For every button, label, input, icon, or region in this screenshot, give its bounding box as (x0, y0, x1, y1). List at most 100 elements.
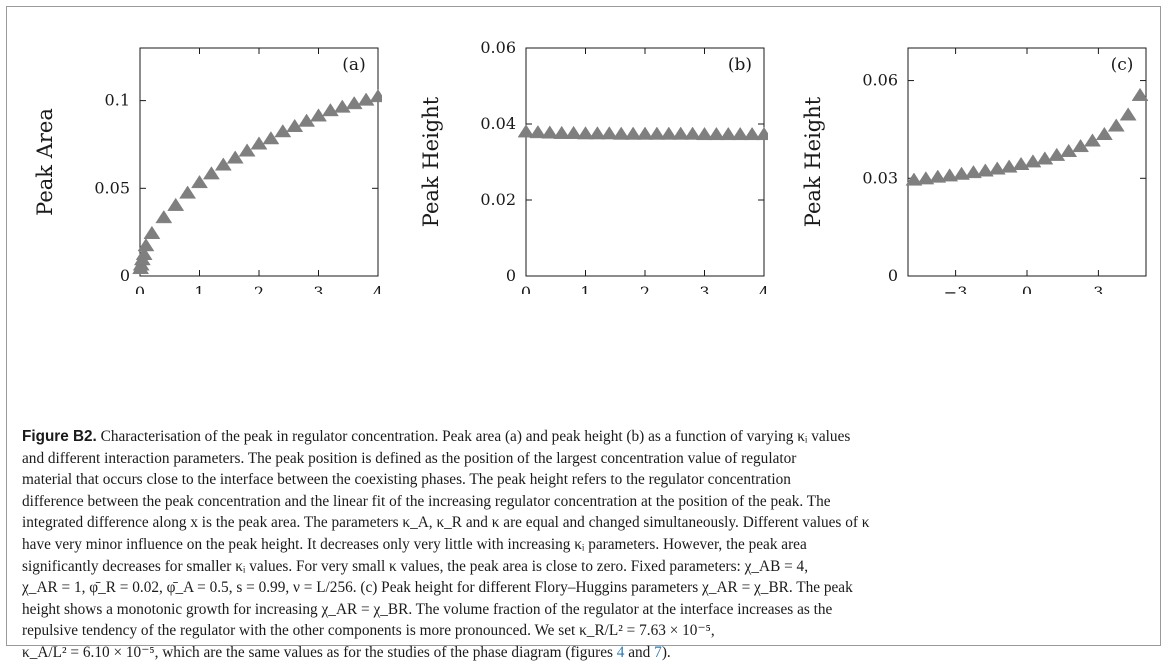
chart-b-point (541, 125, 559, 139)
chart-a-point (310, 108, 327, 122)
chart-b-point (553, 125, 571, 139)
chart-c-point (988, 161, 1006, 175)
chart-a-point (345, 96, 363, 110)
chart-c-point (1107, 118, 1125, 132)
chart-b-point (588, 126, 606, 140)
chart-a-point (135, 246, 153, 261)
chart-a-point (321, 103, 339, 117)
chart-a-point (238, 143, 256, 157)
chart-a-ylabel: Peak Area (33, 108, 57, 216)
chart-c-plot-frame (907, 47, 1147, 277)
chart-a-xtick-label: 0 (135, 283, 145, 294)
chart-c-point (1119, 107, 1137, 121)
caption-line-4: integrated difference along x is the pea… (22, 514, 870, 532)
chart-c-point (941, 168, 959, 182)
chart-c-ylabel: Peak Height (801, 96, 825, 227)
chart-b-point (636, 126, 654, 140)
chart-c-point (1072, 138, 1090, 153)
chart-c-point (953, 166, 971, 180)
chart-a-point (167, 197, 185, 211)
caption-last-middle: and (624, 643, 655, 661)
figure-7-link[interactable]: 7 (654, 643, 662, 661)
chart-c-point (1000, 159, 1018, 173)
caption-line-10: κ_A/L² = 6.10 × 10⁻⁵, which are the same… (22, 642, 1142, 664)
chart-c-point (1048, 147, 1066, 161)
chart-b-point (577, 126, 594, 140)
chart-a-point (333, 99, 351, 113)
chart-c-xtick-label: −3 (944, 283, 968, 294)
figure-4-link[interactable]: 4 (616, 643, 625, 661)
caption-line-3: difference between the peak concentratio… (22, 492, 831, 510)
chart-a-point (214, 157, 232, 171)
chart-b-ytick-label: 0 (506, 266, 516, 285)
chart-b-point (672, 126, 690, 140)
chart-b-ytick-label: 0.02 (480, 190, 516, 209)
chart-a-xtick-label: 3 (313, 283, 323, 294)
chart-a-point (369, 89, 387, 103)
caption-line-9: repulsive tendency of the regulator with… (22, 622, 715, 640)
caption-line-6: significantly decreases for smaller κᵢ v… (22, 557, 809, 575)
chart-c-point (976, 163, 994, 177)
chart-a-point (286, 118, 304, 132)
chart-c-point (905, 172, 923, 186)
chart-a-panel-label: (a) (342, 55, 365, 75)
chart-c-point (1131, 87, 1149, 101)
chart-b-point (624, 126, 642, 140)
chart-b-point (517, 124, 535, 138)
chart-a-point (274, 124, 292, 138)
chart-c-point (1060, 143, 1078, 157)
chart-b-panel-label: (b) (728, 55, 752, 75)
chart-a-xtick-label: 4 (373, 283, 382, 294)
chart-c-xtick-label: 3 (1093, 283, 1103, 294)
caption-line-2: material that occurs close to the interf… (22, 471, 791, 489)
chart-c-ytick-label: 0.03 (862, 168, 898, 187)
chart-c-xtick-label: 0 (1022, 283, 1032, 294)
chart-b-point (707, 126, 725, 141)
figure-caption: Figure B2. Characterisation of the peak … (22, 426, 1142, 664)
chart-c-point (1012, 156, 1030, 170)
chart-c-point (1095, 126, 1113, 141)
chart-b-ytick-label: 0.04 (480, 114, 516, 133)
caption-line-7: χ_AR = 1, φ̄_R = 0.02, φ̄_A = 0.5, s = 0… (22, 579, 853, 597)
caption-last-before: κ_A/L² = 6.10 × 10⁻⁵, which are the same… (22, 643, 617, 661)
figure-frame (6, 6, 1161, 646)
chart-b-point (696, 126, 713, 141)
chart-a-point (262, 131, 280, 145)
chart-b-point (684, 126, 702, 140)
chart-b-xtick-label: 0 (521, 283, 531, 294)
chart-b-ylabel: Peak Height (419, 96, 443, 227)
chart-c-point (929, 169, 947, 183)
figure-label: Figure B2. (22, 428, 97, 445)
chart-a-ytick-label: 0.05 (94, 178, 130, 197)
chart-c-point (1036, 151, 1054, 165)
chart-b-point (529, 125, 547, 139)
chart-b-point (719, 126, 737, 141)
caption-line-8: height shows a monotonic growth for incr… (22, 600, 833, 618)
chart-a-ytick-label: 0 (120, 266, 130, 285)
caption-line-5: have very minor influence on the peak he… (22, 535, 807, 553)
chart-a-xtick-label: 1 (194, 283, 204, 294)
caption-last-after: ). (661, 643, 671, 661)
chart-b-point (731, 126, 749, 141)
chart-c-ytick-label: 0.06 (862, 71, 898, 90)
chart-c-ytick-label: 0 (888, 266, 898, 285)
chart-a-point (357, 92, 375, 106)
chart-b-point (565, 125, 583, 139)
chart-a-xtick-label: 2 (254, 283, 264, 294)
chart-b-xtick-label: 3 (699, 283, 709, 294)
chart-b-point (743, 126, 761, 141)
chart-b-point (660, 126, 678, 140)
chart-a-point (179, 185, 197, 199)
caption-line-0: Figure B2. Characterisation of the peak … (22, 426, 1142, 448)
chart-c-panel-label: (c) (1111, 55, 1134, 75)
chart-b-point (600, 126, 618, 140)
chart-b-ytick-label: 0.06 (480, 38, 516, 57)
chart-a-point (137, 238, 155, 252)
chart-b-plot-frame (525, 47, 765, 277)
chart-a-point (250, 136, 268, 150)
chart-b-point (612, 126, 630, 140)
chart-b-point (755, 126, 773, 141)
